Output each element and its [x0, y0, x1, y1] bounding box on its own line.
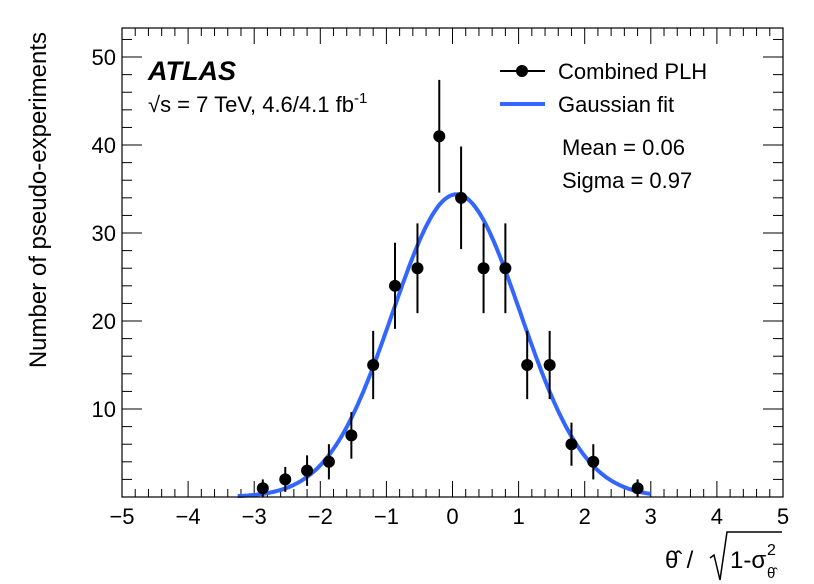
data-point [367, 359, 380, 372]
x-tick-label: −1 [374, 504, 399, 529]
gaussian-fit-curve [237, 192, 652, 499]
y-tick-label: 50 [92, 45, 116, 70]
y-tick-label: 10 [92, 397, 116, 422]
x-tick-label: 3 [645, 504, 657, 529]
data-point [411, 262, 424, 275]
x-axis-label-slash: / [680, 547, 700, 574]
x-tick-label: 1 [512, 504, 524, 529]
data-point [256, 482, 269, 495]
data-point [631, 482, 644, 495]
data-point [587, 455, 600, 468]
x-tick-label: 2 [579, 504, 591, 529]
data-point [301, 464, 314, 477]
plot-frame [121, 27, 784, 498]
x-tick-label: 4 [711, 504, 723, 529]
energy-label-sup: -1 [354, 90, 367, 107]
y-tick-label: 20 [92, 309, 116, 334]
energy-label-main: √s = 7 TeV, 4.6/4.1 fb [148, 92, 354, 117]
data-point [521, 359, 534, 372]
x-axis-label: θ̂ / 1-σ 2 θ̂ [665, 531, 782, 582]
sqrt-sign [709, 531, 782, 581]
legend: Combined PLH Gaussian fit Mean = 0.06 Si… [500, 59, 707, 193]
x-tick-label: −3 [242, 504, 267, 529]
data-point [543, 359, 556, 372]
x-tick-label: −5 [109, 504, 134, 529]
data-point [565, 438, 578, 451]
x-tick-label: −4 [176, 504, 201, 529]
data-point [345, 429, 358, 442]
data-point [279, 473, 292, 486]
data-point [433, 130, 446, 143]
data-point [477, 262, 490, 275]
legend-label-combined: Combined PLH [558, 59, 707, 84]
legend-marker-combined [516, 65, 528, 77]
fit-sigma: Sigma = 0.97 [562, 168, 692, 193]
x-axis-label-theta: θ̂ [665, 547, 682, 574]
fit-mean: Mean = 0.06 [562, 135, 685, 160]
y-tick-label: 40 [92, 133, 116, 158]
data-point [455, 191, 468, 204]
data-point [322, 455, 335, 468]
y-axis-label: Number of pseudo-experiments [25, 32, 52, 368]
x-axis-label-sub: θ̂ [767, 565, 778, 582]
x-axis-label-denominator: 1-σ [730, 547, 766, 574]
x-tick-label: −2 [308, 504, 333, 529]
y-tick-label: 30 [92, 221, 116, 246]
legend-label-gaussian: Gaussian fit [558, 92, 674, 117]
data-point [388, 279, 401, 292]
x-tick-label: 5 [777, 504, 789, 529]
x-tick-label: 0 [446, 504, 458, 529]
x-axis-label-sup: 2 [767, 542, 776, 559]
energy-label: √s = 7 TeV, 4.6/4.1 fb-1 [148, 90, 367, 117]
experiment-label: ATLAS [147, 56, 236, 86]
data-point [499, 262, 512, 275]
